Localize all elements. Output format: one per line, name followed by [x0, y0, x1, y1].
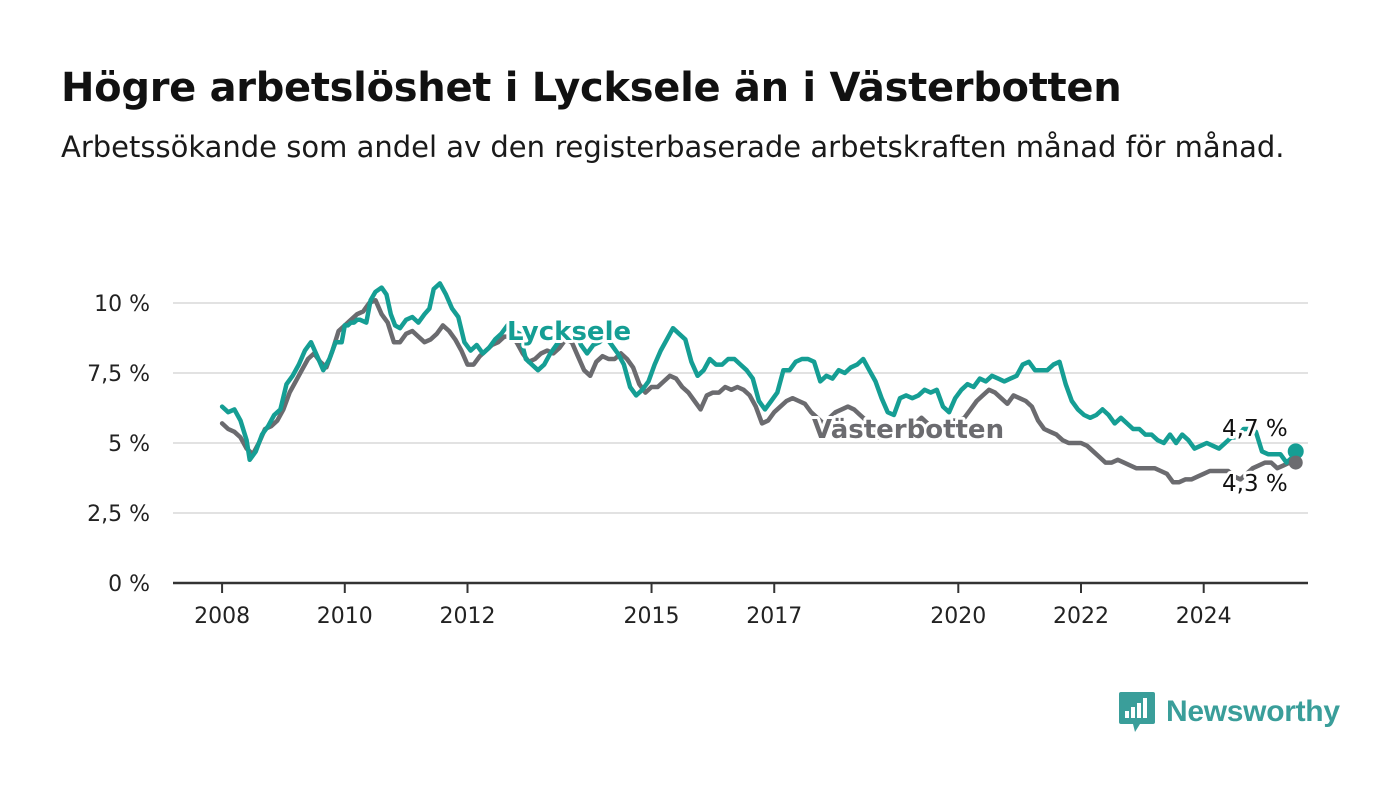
x-tick-label: 2020: [930, 604, 986, 629]
x-axis-ticks: 2008 2010 2012 2015 2017 2020 2022 2024: [194, 583, 1232, 629]
x-tick-label: 2010: [317, 604, 373, 629]
y-tick-label: 0 %: [108, 572, 150, 597]
end-label-lycksele: 4,7 %: [1222, 416, 1288, 442]
y-tick-label: 2,5 %: [87, 502, 150, 527]
newsworthy-logo: Newsworthy: [1118, 690, 1340, 734]
y-tick-label: 10 %: [94, 292, 150, 317]
x-tick-label: 2017: [746, 604, 802, 629]
chart-title: Högre arbetslöshet i Lycksele än i Väste…: [61, 65, 1122, 111]
y-tick-label: 7,5 %: [87, 362, 150, 387]
y-axis-ticks: 0 % 2,5 % 5 % 7,5 % 10 %: [87, 292, 150, 597]
chart-subtitle: Arbetssökande som andel av den registerb…: [61, 130, 1285, 164]
end-label-vasterbotten: 4,3 %: [1222, 471, 1288, 497]
x-tick-label: 2008: [194, 604, 250, 629]
end-point-lycksele: [1287, 443, 1304, 460]
bar-chart-icon: [1119, 692, 1155, 732]
x-tick-label: 2022: [1053, 604, 1109, 629]
series-label-vasterbotten: Västerbotten: [812, 415, 1004, 445]
series-label-lycksele-halo: Lycksele: [507, 317, 631, 347]
grid-lines: [173, 302, 1308, 514]
x-tick-label: 2015: [624, 604, 680, 629]
end-point-vasterbotten: [1288, 455, 1303, 470]
y-tick-label: 5 %: [108, 432, 150, 457]
series-line-lycksele: [219, 281, 1298, 465]
series-label-lycksele: Lycksele: [507, 317, 631, 347]
end-label-vasterbotten-halo: 4,3 %: [1222, 471, 1288, 497]
series-line-vasterbotten: [219, 297, 1298, 485]
series-label-vasterbotten-halo: Västerbotten: [812, 415, 1004, 445]
end-label-lycksele-halo: 4,7 %: [1222, 416, 1288, 442]
series-labels: LyckseleLyckseleVästerbottenVästerbotten…: [504, 314, 1291, 500]
brand-name: Newsworthy: [1166, 695, 1340, 728]
series-lines: [219, 281, 1304, 485]
x-tick-label: 2012: [439, 604, 495, 629]
x-tick-label: 2024: [1176, 604, 1232, 629]
